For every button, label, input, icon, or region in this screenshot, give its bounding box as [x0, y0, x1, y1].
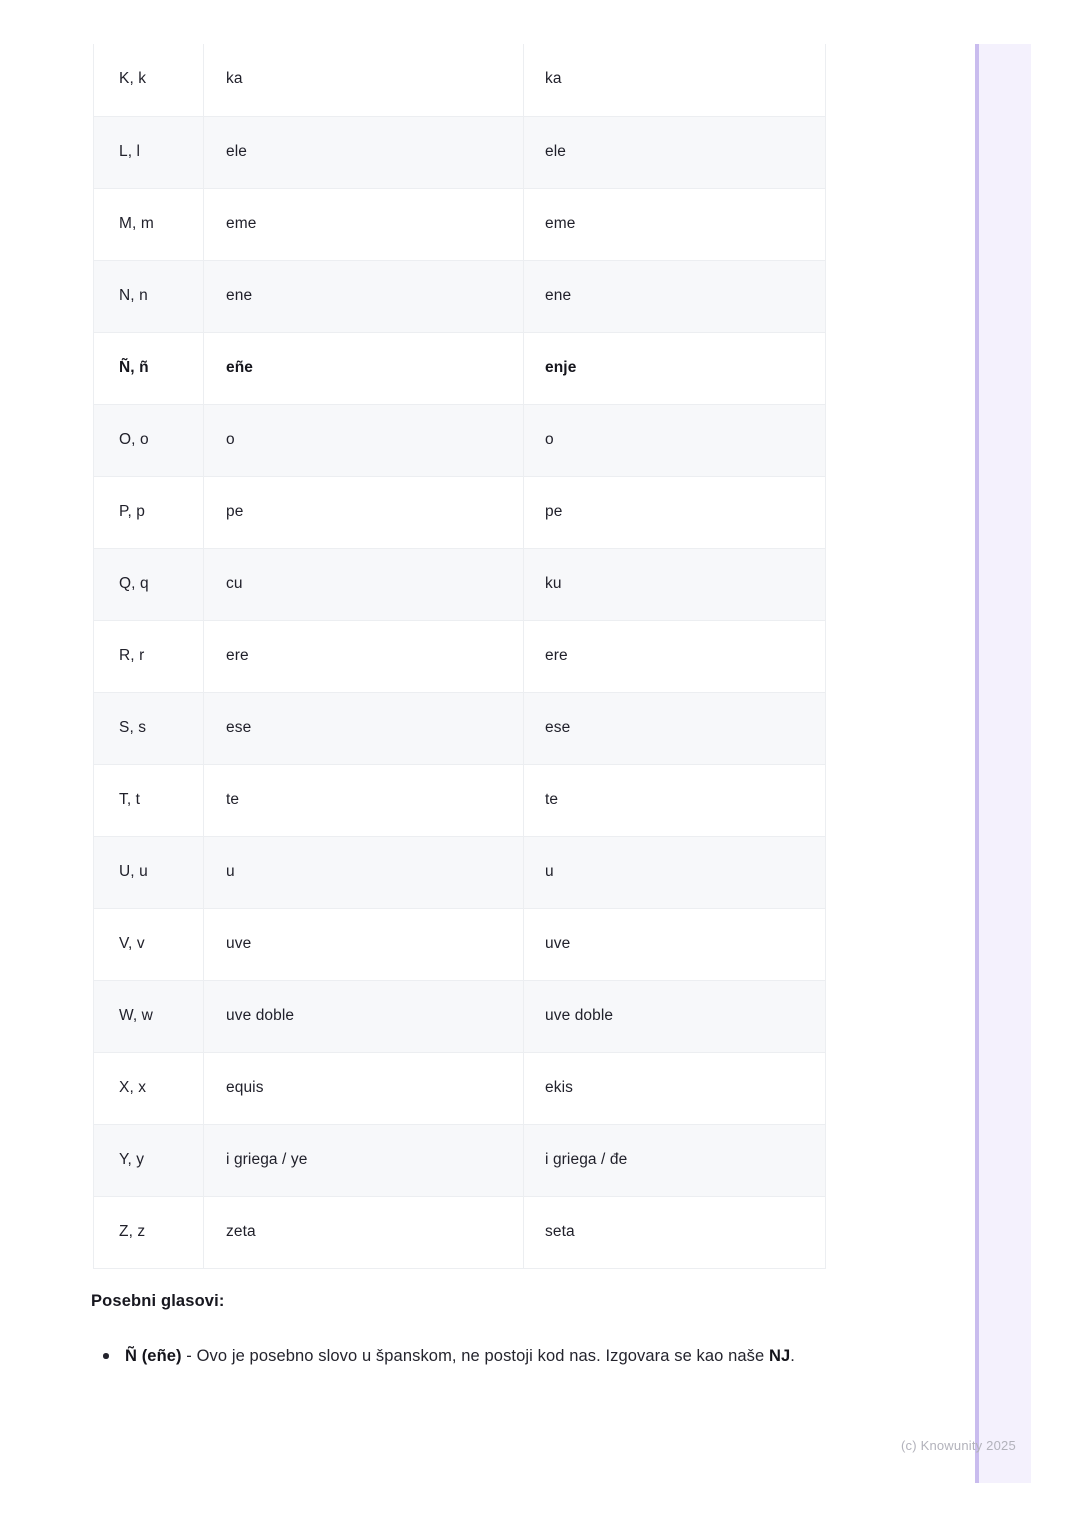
cell-spanish: uve — [203, 907, 524, 981]
list-item-lead: Ñ (eñe) — [125, 1347, 182, 1365]
cell-spanish: ere — [203, 619, 524, 693]
cell-letter: Ñ, ñ — [93, 331, 204, 405]
list-item-body: - Ovo je posebno slovo u španskom, ne po… — [181, 1347, 769, 1365]
table-row: Ñ, ñ eñe enje — [93, 331, 826, 405]
cell-spanish: eme — [203, 187, 524, 261]
table-row: Z, z zeta seta — [93, 1195, 826, 1269]
table-row: S, s ese ese — [93, 691, 826, 765]
table-row: M, m eme eme — [93, 187, 826, 261]
cell-spanish: u — [203, 835, 524, 909]
cell-letter: U, u — [93, 835, 204, 909]
cell-letter: S, s — [93, 691, 204, 765]
cell-serbian: ene — [523, 259, 826, 333]
table-body: K, k ka ka L, l ele ele M, m eme eme N, n ene ene Ñ,… — [93, 44, 826, 1269]
cell-letter: Z, z — [93, 1195, 204, 1269]
cell-serbian: enje — [523, 331, 826, 405]
cell-spanish: eñe — [203, 331, 524, 405]
cell-letter: L, l — [93, 115, 204, 189]
cell-serbian: eme — [523, 187, 826, 261]
cell-spanish: ese — [203, 691, 524, 765]
cell-letter: V, v — [93, 907, 204, 981]
cell-spanish: o — [203, 403, 524, 477]
cell-spanish: cu — [203, 547, 524, 621]
cell-serbian: uve — [523, 907, 826, 981]
table-row: K, k ka ka — [93, 44, 826, 117]
cell-letter: K, k — [93, 44, 204, 117]
table-row: N, n ene ene — [93, 259, 826, 333]
cell-serbian: o — [523, 403, 826, 477]
cell-serbian: ele — [523, 115, 826, 189]
cell-letter: R, r — [93, 619, 204, 693]
cell-letter: X, x — [93, 1051, 204, 1125]
cell-spanish: zeta — [203, 1195, 524, 1269]
cell-serbian: seta — [523, 1195, 826, 1269]
cell-spanish: te — [203, 763, 524, 837]
cell-spanish: i griega / ye — [203, 1123, 524, 1197]
cell-letter: Q, q — [93, 547, 204, 621]
cell-serbian: u — [523, 835, 826, 909]
alphabet-table-container: K, k ka ka L, l ele ele M, m eme eme N, n ene ene Ñ,… — [93, 44, 826, 1269]
cell-letter: N, n — [93, 259, 204, 333]
table-row: X, x equis ekis — [93, 1051, 826, 1125]
table-row: R, r ere ere — [93, 619, 826, 693]
list-item-tail: . — [790, 1347, 795, 1365]
cell-letter: M, m — [93, 187, 204, 261]
cell-spanish: equis — [203, 1051, 524, 1125]
table-row: W, w uve doble uve doble — [93, 979, 826, 1053]
spanish-alphabet-table: K, k ka ka L, l ele ele M, m eme eme N, n ene ene Ñ,… — [93, 44, 826, 1269]
section-heading-posebni-glasovi: Posebni glasovi: — [91, 1292, 225, 1310]
cell-serbian: ese — [523, 691, 826, 765]
table-row: Q, q cu ku — [93, 547, 826, 621]
cell-serbian: pe — [523, 475, 826, 549]
document-page: K, k ka ka L, l ele ele M, m eme eme N, n ene ene Ñ,… — [91, 44, 831, 1371]
cell-letter: O, o — [93, 403, 204, 477]
cell-serbian: uve doble — [523, 979, 826, 1053]
cell-spanish: ele — [203, 115, 524, 189]
table-row: V, v uve uve — [93, 907, 826, 981]
cell-serbian: i griega / đe — [523, 1123, 826, 1197]
cell-spanish: ka — [203, 44, 524, 117]
right-edge-purple-strip — [975, 44, 1031, 1483]
cell-letter: P, p — [93, 475, 204, 549]
table-row: L, l ele ele — [93, 115, 826, 189]
cell-spanish: pe — [203, 475, 524, 549]
table-row: P, p pe pe — [93, 475, 826, 549]
bullet-dot-icon — [103, 1353, 109, 1359]
list-item-emphasis: NJ — [769, 1347, 791, 1365]
cell-serbian: te — [523, 763, 826, 837]
cell-serbian: ekis — [523, 1051, 826, 1125]
cell-spanish: uve doble — [203, 979, 524, 1053]
list-item: Ñ (eñe) - Ovo je posebno slovo u špansko… — [91, 1341, 831, 1371]
cell-letter: Y, y — [93, 1123, 204, 1197]
table-row: T, t te te — [93, 763, 826, 837]
prose-section: Posebni glasovi: Ñ (eñe) - Ovo je posebn… — [91, 1292, 831, 1371]
cell-serbian: ka — [523, 44, 826, 117]
special-sounds-list: Ñ (eñe) - Ovo je posebno slovo u špansko… — [91, 1341, 831, 1371]
cell-serbian: ere — [523, 619, 826, 693]
cell-spanish: ene — [203, 259, 524, 333]
cell-letter: W, w — [93, 979, 204, 1053]
cell-letter: T, t — [93, 763, 204, 837]
cell-serbian: ku — [523, 547, 826, 621]
copyright-watermark: (c) Knowunity 2025 — [901, 1438, 1016, 1453]
